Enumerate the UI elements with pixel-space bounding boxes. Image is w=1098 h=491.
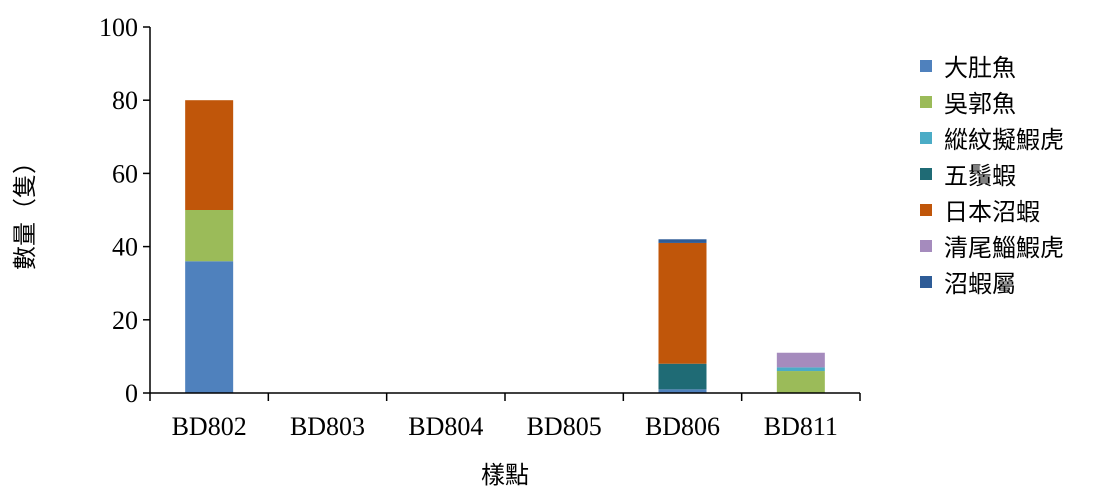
x-axis-ticks: BD802 BD803 BD804 BD805 BD806 BD811 bbox=[149, 393, 861, 441]
y-tick-label: 60 bbox=[112, 159, 138, 188]
legend-label: 沼蝦屬 bbox=[944, 270, 1016, 298]
y-tick-label: 80 bbox=[112, 86, 138, 115]
bar-segment bbox=[658, 239, 707, 243]
x-tick-label: BD802 bbox=[172, 412, 247, 441]
legend-label: 日本沼蝦 bbox=[944, 198, 1040, 226]
legend-swatch bbox=[920, 276, 932, 288]
bar-segment bbox=[658, 389, 707, 393]
legend-item: 日本沼蝦 bbox=[920, 198, 1040, 226]
legend-label: 清尾鯔鰕虎 bbox=[944, 234, 1064, 262]
bars-layer bbox=[185, 100, 825, 393]
x-axis-title: 樣點 bbox=[481, 461, 529, 489]
legend-item: 清尾鯔鰕虎 bbox=[920, 234, 1064, 262]
legend-item: 五鬚蝦 bbox=[920, 162, 1016, 190]
y-tick-label: 100 bbox=[99, 13, 138, 42]
y-axis-ticks: 0 20 40 60 80 100 bbox=[99, 13, 150, 408]
legend-item: 縱紋擬鰕虎 bbox=[920, 126, 1064, 154]
legend-label: 五鬚蝦 bbox=[944, 162, 1016, 190]
y-tick-label: 0 bbox=[125, 379, 138, 408]
legend-swatch bbox=[920, 132, 932, 144]
x-tick-label: BD804 bbox=[408, 412, 483, 441]
legend-swatch bbox=[920, 168, 932, 180]
bar-segment bbox=[185, 100, 234, 210]
legend-swatch bbox=[920, 96, 932, 108]
bar-segment bbox=[658, 363, 707, 390]
legend-label: 吳郭魚 bbox=[944, 90, 1016, 118]
x-tick-label: BD803 bbox=[290, 412, 365, 441]
x-tick-label: BD806 bbox=[645, 412, 720, 441]
bar-segment bbox=[776, 352, 825, 368]
legend-item: 吳郭魚 bbox=[920, 90, 1016, 118]
legend-item: 沼蝦屬 bbox=[920, 270, 1016, 298]
legend-label: 縱紋擬鰕虎 bbox=[944, 126, 1064, 154]
y-tick-label: 40 bbox=[112, 233, 138, 262]
bar-segment bbox=[185, 210, 234, 262]
bar-segment bbox=[776, 367, 825, 372]
legend-swatch bbox=[920, 240, 932, 252]
x-tick-label: BD811 bbox=[764, 412, 838, 441]
legend-item: 大肚魚 bbox=[920, 54, 1016, 82]
bar-segment bbox=[185, 261, 234, 393]
y-tick-label: 20 bbox=[112, 306, 138, 335]
bar-segment bbox=[776, 371, 825, 393]
legend-label: 大肚魚 bbox=[944, 54, 1016, 82]
y-axis-title: 數量（隻） bbox=[11, 150, 39, 270]
x-tick-label: BD805 bbox=[527, 412, 602, 441]
bar-segment bbox=[658, 242, 707, 364]
legend-swatch bbox=[920, 204, 932, 216]
legend-swatch bbox=[920, 60, 932, 72]
